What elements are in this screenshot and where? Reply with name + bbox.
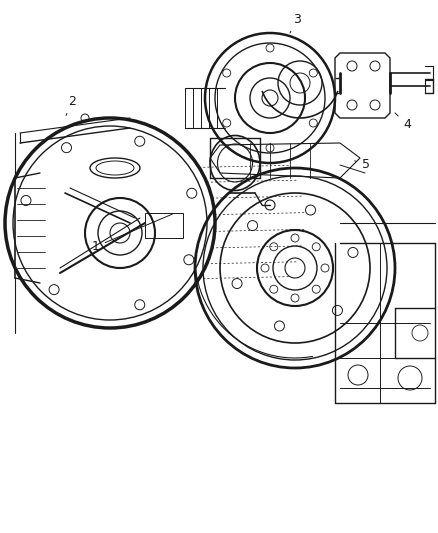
Text: 5: 5 [355, 158, 370, 171]
Bar [145, 213, 183, 238]
Text: 1: 1 [92, 214, 173, 253]
Text: 3: 3 [290, 13, 301, 33]
Text: 4: 4 [395, 113, 411, 131]
Text: 2: 2 [66, 95, 76, 116]
